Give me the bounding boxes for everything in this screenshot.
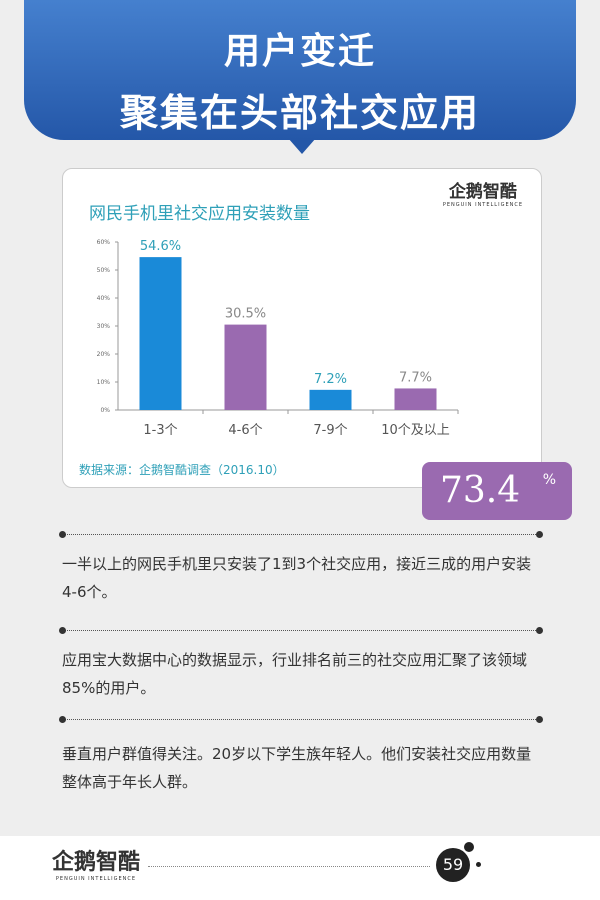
footer-logo: 企鹅智酷 PENGUIN INTELLIGENCE [52, 850, 141, 882]
title-line-1: 用户变迁 [223, 31, 376, 72]
paragraph-1: 一半以上的网民手机里只安装了1到3个社交应用，接近三成的用户安装4-6个。 [62, 555, 532, 601]
x-tick-label: 7-9个 [313, 423, 347, 438]
bar-chart: 0% 10% 20% 30% 40% 50% 60% 54.6% 1-3个 30.5% 4-6个 7.… [97, 239, 459, 438]
y-tick-label: 10% [97, 379, 111, 386]
chart-card: 网民手机里社交应用安装数量 企鹅智酷 PENGUIN INTELLIGENCE … [62, 168, 542, 488]
bar [309, 389, 352, 410]
chart-title: 网民手机里社交应用安装数量 [89, 204, 310, 224]
highlight-box: 73.4 % [422, 462, 572, 520]
bar [139, 257, 182, 410]
data-label: 7.2% [314, 372, 347, 387]
banner-pointer [288, 138, 316, 154]
bar [394, 388, 437, 410]
decor-dot [464, 842, 474, 852]
data-label: 7.7% [399, 370, 432, 385]
title-line-2: 聚集在头部社交应用 [119, 91, 480, 135]
footer: 企鹅智酷 PENGUIN INTELLIGENCE 59 [0, 836, 600, 900]
bar [224, 324, 267, 410]
y-tick-label: 20% [97, 351, 111, 358]
divider [59, 716, 543, 723]
highlight-value: 73.4 [440, 470, 521, 511]
y-tick-label: 30% [97, 323, 111, 330]
data-label: 54.6% [140, 239, 181, 254]
paragraph-2: 应用宝大数据中心的数据显示，行业排名前三的社交应用汇聚了该领域85%的用户。 [62, 651, 528, 697]
divider [59, 627, 543, 634]
highlight-unit: % [542, 472, 556, 488]
y-tick-label: 50% [97, 267, 111, 274]
y-tick-label: 60% [97, 239, 111, 246]
page-number: 59 [436, 848, 470, 882]
chart-source: 数据来源：企鹅智酷调查（2016.10） [79, 463, 285, 477]
divider [59, 531, 543, 538]
y-tick-label: 0% [100, 407, 110, 414]
x-tick-label: 1-3个 [143, 423, 177, 438]
x-tick-label: 4-6个 [228, 423, 262, 438]
decor-dot [476, 862, 481, 867]
y-tick-label: 40% [97, 295, 111, 302]
header-banner: 用户变迁 聚集在头部社交应用 [24, 0, 576, 140]
x-tick-label: 10个及以上 [381, 423, 450, 438]
footer-line [148, 866, 430, 867]
paragraph-3: 垂直用户群值得关注。20岁以下学生族年轻人。他们安装社交应用数量整体高于年长人群… [62, 745, 532, 791]
card-logo: 企鹅智酷 PENGUIN INTELLIGENCE [442, 182, 523, 208]
data-label: 30.5% [225, 307, 266, 322]
